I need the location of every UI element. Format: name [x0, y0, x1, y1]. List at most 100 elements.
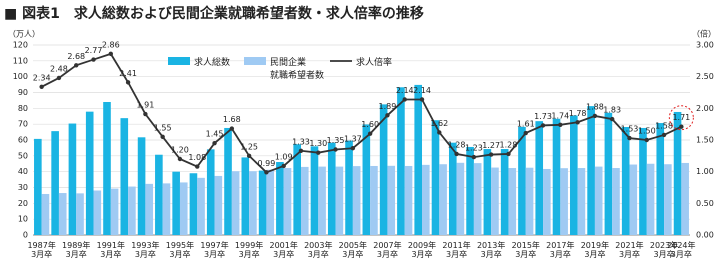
- bar: [397, 87, 405, 236]
- bar: [543, 168, 551, 235]
- bar: [500, 149, 509, 235]
- bar: [318, 166, 326, 235]
- bar: [214, 175, 223, 235]
- data-label: 1.08: [188, 153, 206, 162]
- data-label: 1.30: [309, 139, 327, 148]
- x-tick-label: 2011年 3月卒: [442, 241, 471, 259]
- ratio-point: [160, 134, 165, 140]
- ratio-point: [367, 131, 373, 136]
- x-tick-label: 2001年 3月卒: [269, 241, 298, 259]
- bar: [646, 163, 655, 235]
- bar: [68, 123, 77, 235]
- ratio-point: [679, 124, 684, 129]
- x-tick-label: 2005年 3月卒: [338, 241, 368, 259]
- bar: [404, 165, 413, 235]
- y-tick-label: 50: [18, 151, 28, 160]
- y2-tick-label: 1.00: [696, 167, 714, 176]
- bar: [491, 167, 499, 235]
- bar: [335, 166, 344, 235]
- data-label: 1.89: [379, 102, 397, 111]
- bar: [387, 165, 396, 235]
- ratio-point: [74, 63, 79, 68]
- bar: [162, 183, 171, 235]
- ratio-point: [316, 150, 321, 155]
- data-label: 1.27: [482, 141, 500, 150]
- data-label: 1.58: [655, 121, 673, 130]
- ratio-point: [177, 156, 183, 162]
- ratio-point: [350, 146, 356, 151]
- bar: [604, 112, 613, 235]
- ratio-point: [246, 153, 252, 159]
- x-tick-label: 2017年 3月卒: [546, 241, 575, 259]
- bar: [197, 177, 205, 235]
- data-label: 1.60: [361, 120, 379, 129]
- ratio-point: [56, 75, 62, 81]
- ratio-point: [108, 51, 114, 57]
- data-label: 1.50: [638, 127, 656, 136]
- bar: [422, 164, 430, 235]
- data-label: 1.09: [275, 152, 293, 161]
- ratio-point: [333, 147, 338, 152]
- y-tick-label: 70: [18, 120, 28, 129]
- bar: [594, 166, 603, 235]
- x-tick-label: 1991年 3月卒: [96, 241, 125, 259]
- bar: [110, 188, 119, 235]
- y2-axis-label: （倍）: [692, 29, 716, 39]
- y-tick-label: 20: [18, 199, 28, 208]
- x-tick-label: 1987年 3月卒: [27, 241, 56, 259]
- bar: [362, 124, 371, 235]
- x-tick-label: 1993年 3月卒: [131, 241, 160, 259]
- data-label: 1.83: [603, 106, 621, 115]
- y-tick-label: 0: [23, 231, 28, 240]
- y-tick-label: 40: [18, 167, 28, 176]
- ratio-line: [41, 52, 682, 174]
- data-label: 0.99: [258, 159, 276, 168]
- ratio-point: [540, 123, 546, 128]
- bar: [189, 173, 198, 235]
- bar: [172, 171, 180, 235]
- data-label: 1.61: [517, 120, 535, 129]
- x-tick-label: 2007年 3月卒: [373, 241, 402, 259]
- ratio-point: [229, 126, 235, 131]
- y-tick-label: 110: [13, 56, 28, 65]
- bar: [508, 168, 517, 235]
- data-label: 2.77: [85, 46, 103, 55]
- y-tick-label: 80: [18, 104, 28, 113]
- bar: [448, 142, 457, 235]
- bar: [577, 168, 586, 235]
- bar: [120, 118, 129, 235]
- data-label: 2.34: [33, 73, 51, 82]
- data-label: 1.62: [430, 119, 448, 128]
- y2-tick-label: 0.00: [696, 231, 714, 240]
- bar: [456, 162, 465, 235]
- data-label: 1.53: [621, 125, 639, 134]
- bar: [206, 149, 215, 235]
- bar: [283, 168, 292, 235]
- bar: [266, 169, 275, 235]
- y2-tick-label: 3.00: [696, 41, 714, 50]
- ratio-point: [419, 97, 425, 102]
- bar: [310, 146, 319, 235]
- x-tick-label: 2013年 3月卒: [476, 241, 506, 259]
- bar: [439, 164, 447, 235]
- bar: [85, 111, 94, 235]
- bar: [629, 164, 638, 235]
- y-tick-label: 100: [13, 72, 28, 81]
- ratio-point: [609, 116, 615, 122]
- data-label: 1.33: [292, 137, 310, 146]
- bar: [466, 146, 474, 235]
- data-label: 1.28: [500, 140, 518, 149]
- data-label: 1.68: [223, 115, 241, 124]
- bar: [145, 183, 153, 235]
- ratio-point: [281, 163, 286, 169]
- data-label: 1.25: [240, 142, 258, 151]
- x-tick-label: 1989年 3月卒: [62, 241, 91, 259]
- ratio-point: [558, 122, 563, 128]
- x-tick-label: 2015年 3月卒: [511, 241, 540, 259]
- bar: [76, 193, 84, 235]
- bar: [570, 115, 578, 235]
- x-tick-label: 2021年 3月卒: [615, 241, 644, 259]
- bar: [241, 157, 250, 235]
- data-label: 2.41: [119, 69, 137, 78]
